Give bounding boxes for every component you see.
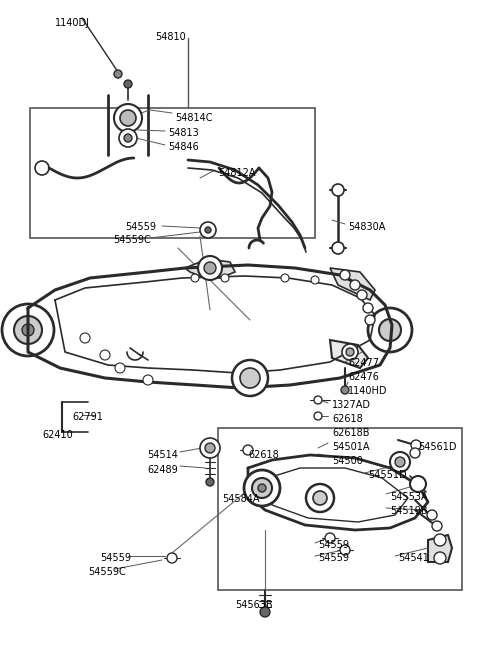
Circle shape: [120, 110, 136, 126]
Text: 62618: 62618: [248, 450, 279, 460]
Text: 54501A: 54501A: [332, 442, 370, 452]
Circle shape: [198, 256, 222, 280]
Circle shape: [200, 222, 216, 238]
Text: 62410: 62410: [42, 430, 73, 440]
Circle shape: [434, 534, 446, 546]
Circle shape: [340, 545, 350, 555]
Polygon shape: [330, 340, 368, 368]
Text: 54584A: 54584A: [222, 494, 260, 504]
Circle shape: [206, 478, 214, 486]
Text: 54812A: 54812A: [218, 168, 255, 178]
Circle shape: [427, 510, 437, 520]
Circle shape: [390, 452, 410, 472]
Circle shape: [115, 363, 125, 373]
Text: 54559: 54559: [125, 222, 156, 232]
Circle shape: [14, 316, 42, 344]
Circle shape: [332, 184, 344, 196]
Circle shape: [204, 262, 216, 274]
Circle shape: [432, 521, 442, 531]
Bar: [30, 108, 315, 238]
Circle shape: [314, 396, 322, 404]
Circle shape: [252, 478, 272, 498]
Text: 54559: 54559: [100, 553, 131, 563]
Text: 1327AD: 1327AD: [332, 400, 371, 410]
Bar: [218, 428, 462, 590]
Circle shape: [143, 375, 153, 385]
Text: 1140HD: 1140HD: [348, 386, 387, 396]
Circle shape: [379, 319, 401, 341]
Circle shape: [357, 290, 367, 300]
Text: 54810: 54810: [155, 32, 186, 42]
Circle shape: [365, 315, 375, 325]
Circle shape: [200, 438, 220, 458]
Circle shape: [395, 457, 405, 467]
Text: 54559C: 54559C: [88, 567, 126, 577]
Circle shape: [119, 129, 137, 147]
Polygon shape: [428, 535, 452, 562]
Circle shape: [311, 276, 319, 284]
Circle shape: [100, 350, 110, 360]
Text: 54500: 54500: [332, 456, 363, 466]
Circle shape: [167, 553, 177, 563]
Circle shape: [124, 134, 132, 142]
Text: 54541: 54541: [398, 553, 429, 563]
Text: 62476: 62476: [348, 372, 379, 382]
Text: 1140DJ: 1140DJ: [55, 18, 90, 28]
Circle shape: [368, 308, 412, 352]
Circle shape: [243, 445, 253, 455]
Text: 54813: 54813: [168, 128, 199, 138]
Circle shape: [205, 227, 211, 233]
Circle shape: [346, 348, 354, 356]
Circle shape: [313, 491, 327, 505]
Circle shape: [340, 270, 350, 280]
Circle shape: [314, 412, 322, 420]
Circle shape: [281, 274, 289, 282]
Circle shape: [191, 274, 199, 282]
Circle shape: [244, 470, 280, 506]
Text: 54559: 54559: [318, 553, 349, 563]
Text: 54559C: 54559C: [113, 235, 151, 245]
Circle shape: [410, 448, 420, 458]
Polygon shape: [330, 268, 375, 300]
Text: 54561D: 54561D: [418, 442, 456, 452]
Circle shape: [260, 607, 270, 617]
Circle shape: [434, 552, 446, 564]
Circle shape: [232, 360, 268, 396]
Circle shape: [240, 368, 260, 388]
Text: 54551D: 54551D: [368, 470, 407, 480]
Circle shape: [124, 80, 132, 88]
Circle shape: [221, 274, 229, 282]
Text: 62791: 62791: [72, 412, 103, 422]
Circle shape: [342, 344, 358, 360]
Text: 54814C: 54814C: [175, 113, 213, 123]
Text: 54830A: 54830A: [348, 222, 385, 232]
Circle shape: [205, 443, 215, 453]
Text: 54553A: 54553A: [390, 492, 428, 502]
Text: 54514: 54514: [147, 450, 178, 460]
Text: 62489: 62489: [147, 465, 178, 475]
Text: 62618: 62618: [332, 414, 363, 424]
Circle shape: [350, 280, 360, 290]
Text: 54559: 54559: [318, 540, 349, 550]
Circle shape: [2, 304, 54, 356]
Circle shape: [363, 303, 373, 313]
Text: 54519B: 54519B: [390, 506, 428, 516]
Circle shape: [341, 386, 349, 394]
Text: 62618B: 62618B: [332, 428, 370, 438]
Circle shape: [332, 242, 344, 254]
Circle shape: [80, 333, 90, 343]
Circle shape: [258, 484, 266, 492]
Circle shape: [410, 476, 426, 492]
Circle shape: [306, 484, 334, 512]
Circle shape: [325, 533, 335, 543]
Circle shape: [114, 70, 122, 78]
Circle shape: [411, 440, 421, 450]
Circle shape: [35, 161, 49, 175]
Polygon shape: [185, 260, 235, 278]
Circle shape: [114, 104, 142, 132]
Circle shape: [22, 324, 34, 336]
Text: 54563B: 54563B: [235, 600, 273, 610]
Text: 62477: 62477: [348, 358, 379, 368]
Text: 54846: 54846: [168, 142, 199, 152]
